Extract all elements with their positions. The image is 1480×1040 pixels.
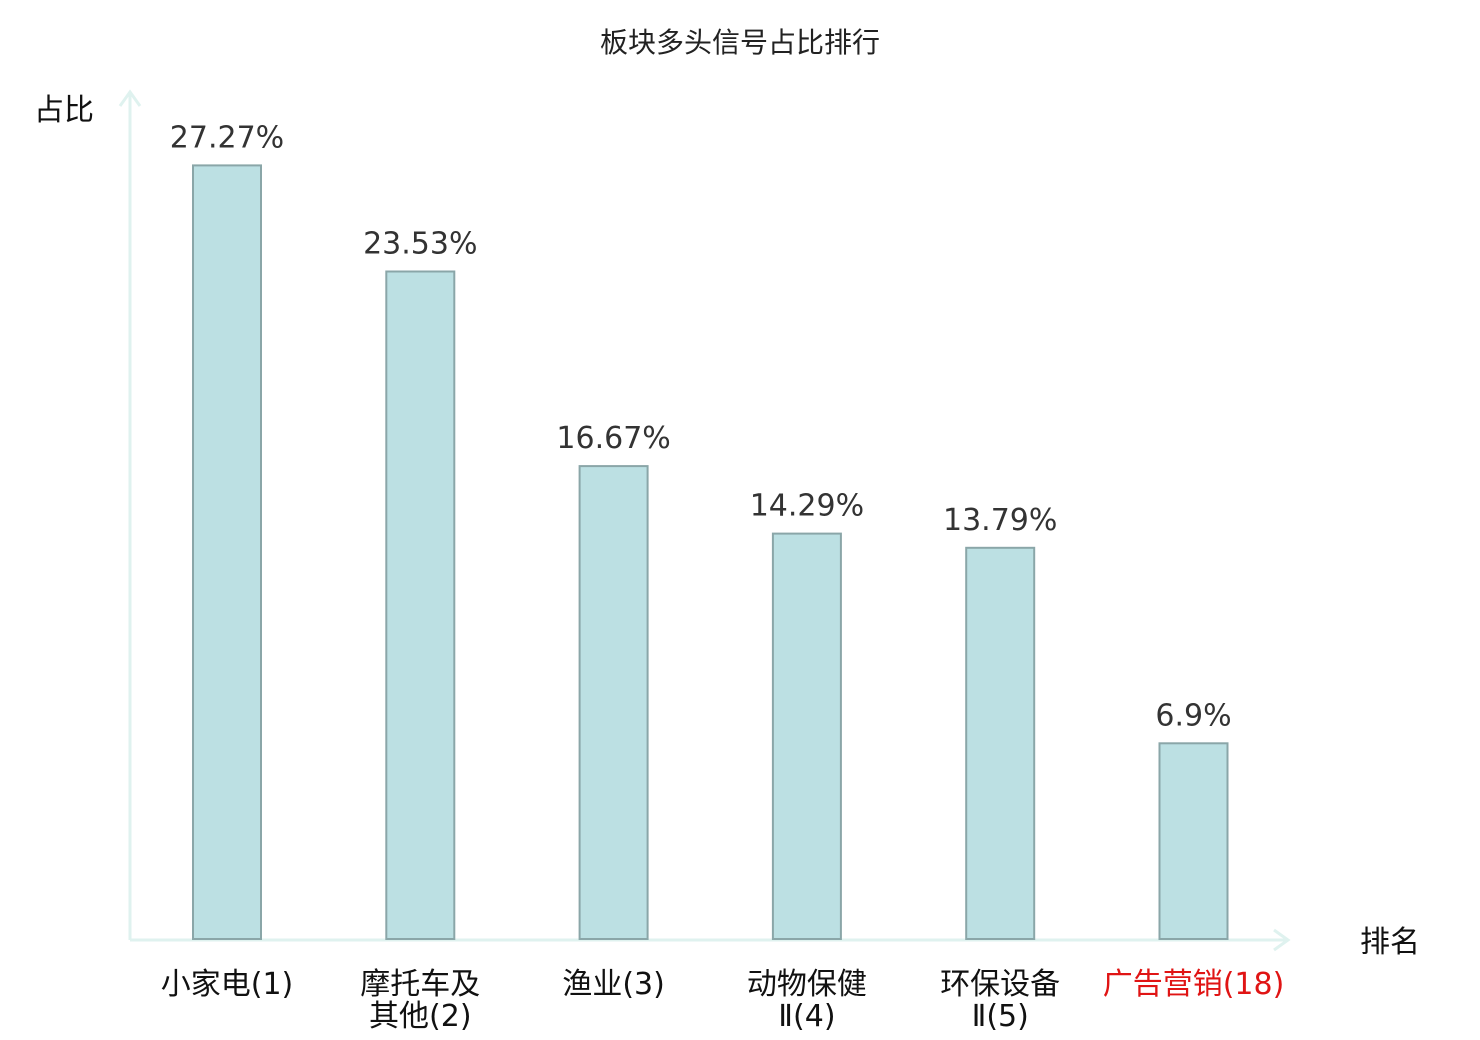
value-label-5: 13.79% xyxy=(943,503,1057,538)
value-label-6: 6.9% xyxy=(1155,698,1231,733)
value-label-2: 23.53% xyxy=(363,227,477,262)
x-axis-label: 排名 xyxy=(1360,925,1420,960)
bar-4 xyxy=(771,532,842,940)
category-label-2-line-2: 其他(2) xyxy=(369,999,472,1034)
category-label-2-line-1: 摩托车及 xyxy=(360,967,480,1002)
category-label-5-line-2: Ⅱ(5) xyxy=(972,999,1029,1034)
value-label-3: 16.67% xyxy=(556,421,670,456)
axes xyxy=(118,89,1291,952)
value-label-4: 14.29% xyxy=(750,489,864,524)
bars-group xyxy=(192,164,1229,940)
bar-5 xyxy=(965,546,1036,940)
y-axis-label: 占比 xyxy=(34,93,94,128)
bar-2 xyxy=(385,270,456,940)
bar-6 xyxy=(1158,742,1229,940)
category-label-5-line-1: 环保设备 xyxy=(940,967,1060,1002)
category-label-1: 小家电(1) xyxy=(161,967,294,1002)
chart-title: 板块多头信号占比排行 xyxy=(600,26,880,59)
category-label-6: 广告营销(18) xyxy=(1103,967,1285,1002)
x-axis-arrow xyxy=(1273,928,1291,952)
y-axis-arrow xyxy=(118,89,142,107)
value-label-1: 27.27% xyxy=(170,120,284,155)
category-label-4-line-1: 动物保健 xyxy=(747,967,867,1002)
bar-3 xyxy=(578,465,649,940)
value-labels-group: 27.27% 23.53% 16.67% 14.29% 13.79% 6.9% xyxy=(170,120,1232,733)
bar-1 xyxy=(192,164,262,940)
category-label-4-line-2: Ⅱ(4) xyxy=(778,999,835,1034)
category-label-3: 渔业(3) xyxy=(562,967,665,1002)
